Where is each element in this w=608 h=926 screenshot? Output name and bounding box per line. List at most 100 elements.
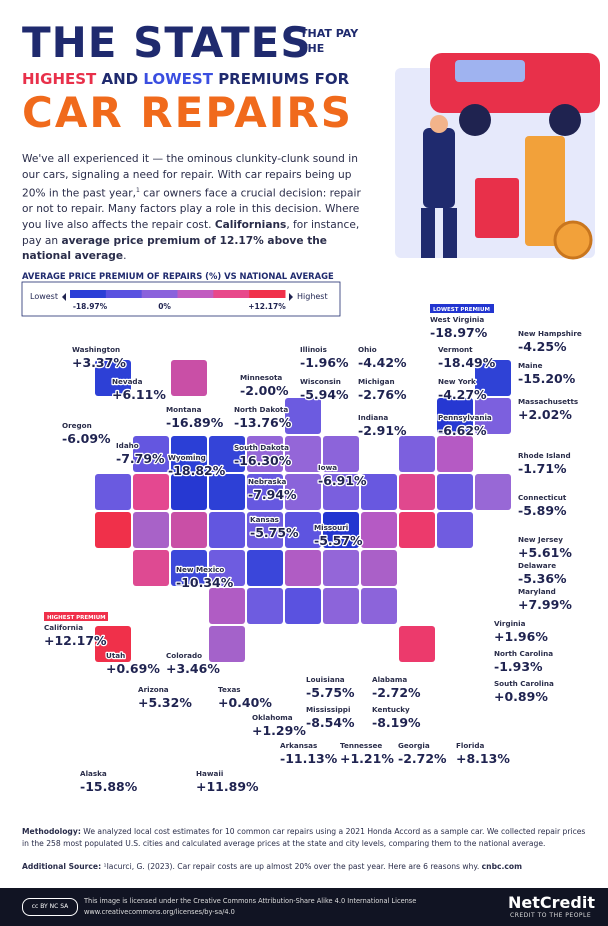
state-name: Indiana — [358, 413, 388, 422]
state-value: -7.79% — [116, 451, 165, 466]
state-tile — [133, 436, 169, 472]
state-value: -15.20% — [518, 371, 576, 386]
state-name: Maryland — [518, 587, 556, 596]
state-name: North Dakota — [234, 405, 288, 414]
legend-arrow — [62, 293, 66, 301]
state-value: -5.89% — [518, 503, 567, 518]
state-tile — [209, 588, 245, 624]
state-name: Connecticut — [518, 493, 567, 502]
state-tile — [247, 436, 283, 472]
cc-badge: cc BY NC SA — [22, 898, 78, 916]
state-value: +3.46% — [166, 661, 220, 676]
state-name: West Virginia — [430, 315, 484, 324]
state-value: -13.76% — [234, 415, 292, 430]
badge: LOWEST PREMIUM — [433, 307, 490, 313]
state-name: Louisiana — [306, 675, 345, 684]
state-value: -16.30% — [234, 453, 292, 468]
state-tile — [95, 360, 131, 396]
legend-swatch — [70, 290, 107, 298]
state-value: -10.34% — [176, 575, 234, 590]
state-value: -1.93% — [494, 659, 543, 674]
state-name: Kentucky — [372, 705, 410, 714]
state-name: Tennessee — [340, 741, 382, 750]
state-tile — [399, 626, 435, 662]
legend-high: Highest — [297, 292, 328, 301]
state-name: Iowa — [318, 463, 337, 472]
intro: We've all experienced it — the ominous c… — [22, 152, 372, 265]
license-text: This image is licensed under the Creativ… — [84, 897, 417, 905]
legend-low: Lowest — [30, 292, 58, 301]
title-word: HIGHEST — [22, 70, 97, 88]
state-tile — [209, 626, 245, 662]
intro-text: We've all experienced it — the ominous c… — [22, 153, 358, 200]
legend-frame — [21, 281, 341, 317]
state-name: Utah — [106, 651, 125, 660]
coins — [525, 136, 565, 246]
state-tile — [437, 398, 473, 434]
state-tile — [361, 588, 397, 624]
state-name: Hawaii — [196, 769, 223, 778]
state-value: -6.62% — [438, 423, 487, 438]
state-name: Massachusetts — [518, 397, 578, 406]
state-tile — [399, 512, 435, 548]
state-value: -6.09% — [62, 431, 111, 446]
state-value: +12.17% — [44, 633, 107, 648]
state-name: Wisconsin — [300, 377, 341, 386]
state-tile — [171, 436, 207, 472]
state-name: Rhode Island — [518, 451, 571, 460]
state-tile — [323, 512, 359, 548]
state-name: Mississippi — [306, 705, 350, 714]
state-tile — [323, 588, 359, 624]
state-tile — [285, 550, 321, 586]
state-name: Alaska — [80, 769, 107, 778]
legend-swatch — [213, 290, 250, 298]
intro-text: average price premium of 12.17% above th… — [22, 234, 327, 263]
license-url[interactable]: www.creativecommons.org/licenses/by-sa/4… — [84, 908, 235, 916]
state-value: -5.75% — [250, 525, 299, 540]
state-name: Maine — [518, 361, 543, 370]
state-value: -18.49% — [438, 355, 496, 370]
map: Lowest Highest-18.97% 0% +12.17%Washington+… — [21, 281, 583, 795]
state-name: Virginia — [494, 619, 526, 628]
state-name: Wyoming — [168, 453, 206, 462]
state-name: Michigan — [358, 377, 395, 386]
badge-bg — [44, 612, 108, 621]
methodology: Methodology: We analyzed local cost esti… — [22, 826, 588, 850]
legend-tick: 0% — [158, 302, 171, 311]
state-tile — [209, 474, 245, 510]
car-window — [455, 60, 525, 82]
state-value: +5.32% — [138, 695, 192, 710]
state-tile — [133, 550, 169, 586]
state-tile — [285, 436, 321, 472]
state-value: +5.61% — [518, 545, 572, 560]
state-tile — [399, 436, 435, 472]
state-name: South Carolina — [494, 679, 554, 688]
state-value: +0.89% — [494, 689, 548, 704]
state-tile — [475, 474, 511, 510]
mechanic-head — [430, 115, 448, 133]
state-value: -4.25% — [518, 339, 567, 354]
state-value: -1.71% — [518, 461, 567, 476]
legend-arrow — [289, 293, 293, 301]
legend-swatch — [177, 290, 214, 298]
state-value: -2.72% — [372, 685, 421, 700]
state-tile — [323, 436, 359, 472]
state-name: Alabama — [372, 675, 407, 684]
title-line3: CAR REPAIRS — [22, 88, 353, 137]
legend-title: AVERAGE PRICE PREMIUM OF REPAIRS (%) VS … — [22, 271, 334, 281]
state-name: South Dakota — [234, 443, 289, 452]
state-tile — [323, 474, 359, 510]
state-value: -8.19% — [372, 715, 421, 730]
legend-swatch — [105, 290, 143, 298]
state-tile — [361, 550, 397, 586]
title-word: LOWEST — [143, 70, 213, 88]
source-link[interactable]: cnbc.com — [481, 862, 523, 871]
state-value: -5.36% — [518, 571, 567, 586]
title-word: AND — [96, 70, 144, 88]
state-name: Pennsylvania — [438, 413, 492, 422]
state-name: Minnesota — [240, 373, 282, 382]
source-label: Additional Source: — [22, 862, 102, 871]
state-tile — [475, 360, 511, 396]
state-tile — [133, 474, 169, 510]
state-value: -5.75% — [306, 685, 355, 700]
